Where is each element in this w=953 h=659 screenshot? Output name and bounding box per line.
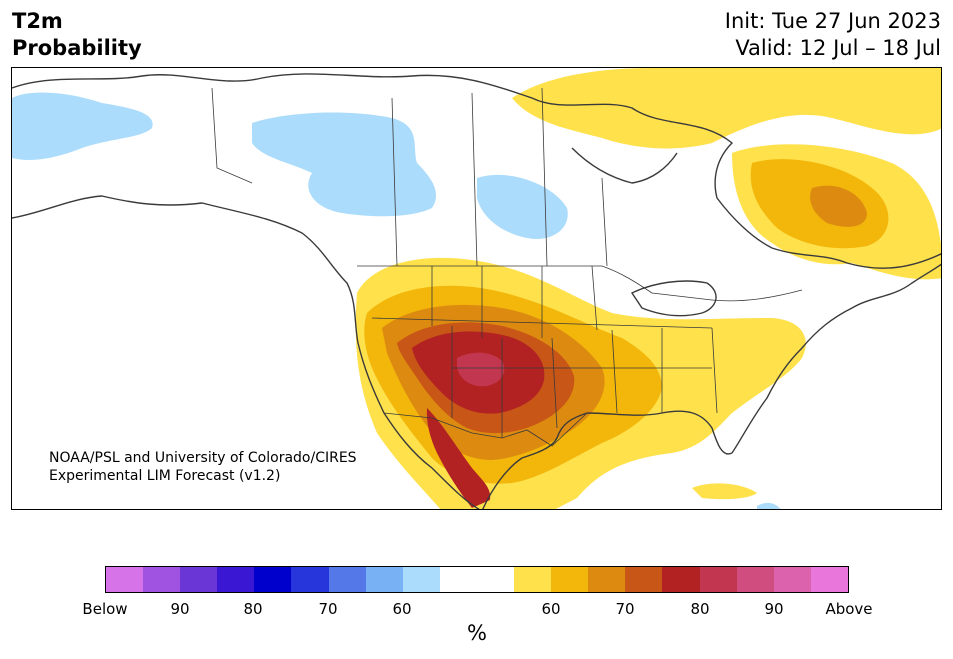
colorbar-unit: % bbox=[467, 621, 487, 645]
colorbar-segment bbox=[625, 567, 663, 592]
init-date: Init: Tue 27 Jun 2023 bbox=[724, 9, 941, 33]
colorbar-tick-label: 90 bbox=[170, 600, 190, 618]
colorbar-tick-label: 80 bbox=[243, 600, 263, 618]
below-area-prairies bbox=[477, 174, 568, 239]
forecast-map bbox=[11, 67, 942, 510]
coast-mexico bbox=[482, 412, 588, 509]
credit-line-1: NOAA/PSL and University of Colorado/CIRE… bbox=[49, 450, 357, 466]
below-area-canada-west bbox=[252, 112, 437, 217]
colorbar-segment bbox=[810, 567, 848, 592]
map-canvas bbox=[12, 68, 941, 509]
political-borders bbox=[211, 87, 803, 447]
variable-name: T2m bbox=[12, 9, 63, 33]
below-area-alaska bbox=[12, 92, 153, 160]
coast-hudson bbox=[571, 147, 678, 184]
above-area-98-usa bbox=[457, 352, 505, 387]
border-states-south bbox=[451, 326, 718, 438]
colorbar-tick-label: 90 bbox=[764, 600, 784, 618]
colorbar-segment bbox=[365, 567, 403, 592]
border-states-north bbox=[371, 265, 713, 338]
colorbar-segment bbox=[514, 567, 552, 592]
coast-great-lakes bbox=[630, 280, 717, 317]
colorbar-tick-label: 80 bbox=[690, 600, 710, 618]
colorbar-segment bbox=[773, 567, 811, 592]
border-provinces bbox=[391, 87, 608, 267]
colorbar bbox=[105, 566, 849, 593]
coast-west bbox=[12, 195, 480, 509]
colorbar-tick-label: 60 bbox=[392, 600, 412, 618]
colorbar-segment bbox=[328, 567, 366, 592]
border-alaska bbox=[211, 87, 253, 184]
colorbar-segment bbox=[291, 567, 329, 592]
coast-north bbox=[12, 73, 941, 269]
colorbar-segment bbox=[217, 567, 255, 592]
colorbar-segment bbox=[476, 567, 515, 592]
colorbar-segment bbox=[402, 567, 440, 592]
coast-gulf bbox=[586, 410, 733, 455]
below-normal-areas bbox=[12, 92, 781, 509]
credit-line-2: Experimental LIM Forecast (v1.2) bbox=[49, 468, 281, 484]
above-area-60-canada-north bbox=[512, 68, 941, 149]
map-title: T2m Probability bbox=[12, 8, 142, 62]
colorbar-segment bbox=[699, 567, 737, 592]
colorbar-segment bbox=[588, 567, 626, 592]
variable-type: Probability bbox=[12, 36, 142, 60]
colorbar-segment bbox=[180, 567, 218, 592]
coast-east bbox=[731, 263, 941, 454]
colorbar-tick-label: 70 bbox=[615, 600, 635, 618]
above-area-mexico bbox=[426, 408, 491, 508]
colorbar-segment bbox=[662, 567, 700, 592]
coastlines bbox=[12, 73, 941, 509]
colorbar-tick-label: 70 bbox=[318, 600, 338, 618]
valid-period: Valid: 12 Jul – 18 Jul bbox=[735, 36, 941, 60]
colorbar-segment bbox=[551, 567, 589, 592]
above-normal-areas bbox=[355, 68, 941, 509]
colorbar-segment bbox=[254, 567, 292, 592]
colorbar-segment bbox=[143, 567, 181, 592]
border-us-canada bbox=[357, 265, 803, 302]
colorbar-tick-label: 60 bbox=[541, 600, 561, 618]
above-area-caribbean bbox=[692, 483, 757, 500]
forecast-dates: Init: Tue 27 Jun 2023 Valid: 12 Jul – 18… bbox=[725, 8, 941, 62]
below-area-cuba bbox=[757, 502, 781, 509]
colorbar-tick-label: Below bbox=[82, 600, 128, 618]
credit-text: NOAA/PSL and University of Colorado/CIRE… bbox=[49, 449, 357, 485]
colorbar-segment bbox=[439, 567, 477, 592]
colorbar-tick-label: Above bbox=[825, 600, 873, 618]
colorbar-segment bbox=[736, 567, 774, 592]
above-area-80-quebec bbox=[810, 185, 867, 227]
colorbar-segment bbox=[106, 567, 144, 592]
